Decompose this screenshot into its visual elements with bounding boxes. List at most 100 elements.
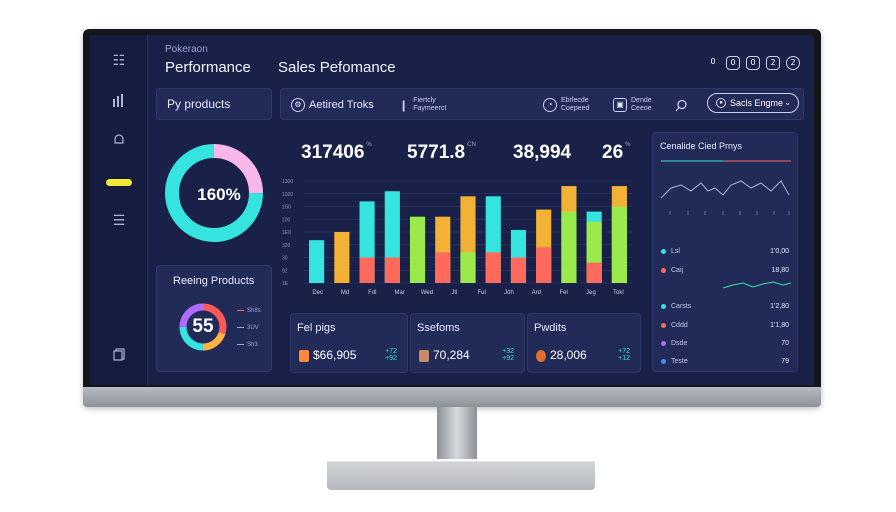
grid-icon[interactable]: ☷ [112,53,126,69]
x-tick-label: Mar [394,290,404,296]
dashboard-icon: ◔ [543,98,557,112]
y-tick-label: 30 [282,256,288,262]
engine-select[interactable]: ● Sacls Engme ⌄ [707,93,799,113]
legend-item: Cddd 1'1,80 [661,322,789,329]
ring-segment [179,303,227,351]
stat-delta: +72 +92 [385,348,397,362]
legend-item: Caij 18,80 [661,267,789,274]
chart-bar [536,247,552,283]
header-button-1[interactable]: 0 [710,57,716,66]
legend-item: Dsde 70 [661,340,789,347]
stat-value: $66,905 [313,348,357,362]
header-actions: 0 0 0 2 2 [706,56,800,70]
document-icon: ❙ [399,98,409,112]
x-tick-label: Jeg [586,290,596,296]
y-tick-label: 1E [282,281,289,287]
stat-title: Fel pigs [297,322,336,334]
sidebar: ☷ ☰ [90,35,148,385]
x-tick-label: Tokl [613,290,624,296]
header-subtitle: Pokeraon [165,44,208,55]
header-button-5[interactable]: 2 [786,56,800,70]
stat-value: 28,006 [550,348,587,362]
products-trend-panel: Cenalide Cied Prnys Lsl 1'0,00 Caij 18,80 … [652,132,798,372]
progress-value: 160% [197,185,241,204]
tab-label: Aetired Troks [309,99,374,111]
search-icon[interactable] [675,89,688,121]
globe-icon: ● [716,98,726,108]
x-tick-label: Jtl [451,290,457,296]
chart-bar [611,206,627,283]
x-tick-label: Ard [532,290,541,296]
x-tick-label: Fdl [368,290,376,296]
legend-item: Lsl 1'0,00 [661,248,789,255]
chevron-down-icon: ⌄ [784,98,791,107]
bar-chart-icon[interactable] [109,93,129,113]
header-button-2[interactable]: 0 [726,56,740,70]
tab-label: Ebrlecde [561,97,589,104]
chart-bar [334,232,350,283]
kpi-value: 26% [602,142,631,163]
tab-label: Dende [631,97,652,104]
stat-title: Pwdits [534,322,567,334]
monitor-chin [83,387,821,407]
header-button-4[interactable]: 2 [766,56,780,70]
stat-title: Ssefoms [417,322,460,334]
trend-axis-ticks [669,211,790,215]
ranking-panel: Reeing Products 55 Sh8s 3UV Sh3 [156,265,272,372]
chart-bar [435,252,451,283]
ranking-value: 55 [192,316,214,337]
package-icon [299,350,309,362]
tab-label: Fiertcly [413,97,436,104]
chart-bar [460,252,476,283]
ranking-legend-item: Sh3 [237,342,258,348]
header-button-3[interactable]: 0 [746,56,760,70]
avatar-icon [419,350,429,362]
x-tick-label: Fel [559,290,567,296]
tab-ebrlecde[interactable]: ◔ Ebrlecde Coepeed [543,89,589,121]
monitor-stand-neck [437,407,477,459]
stat-card[interactable]: Pwdits 28,006 +72 +12 [527,313,641,373]
progress-ring [165,144,263,242]
copy-icon[interactable] [109,347,129,367]
tab-sublabel: Faymeerct [413,105,447,112]
chart-bar [359,257,375,283]
products-button[interactable]: Py products [156,88,272,120]
users-icon [536,350,546,362]
dashboard-screen: ☷ ☰ Pokeraon Performance Sales Pefomance… [90,35,814,385]
ranking-title: Reeing Products [173,275,255,287]
tab-active-tracks[interactable]: ⚙ Aetired Troks [291,89,374,121]
toolbar: ⚙ Aetired Troks ❙ Fiertcly Faymeerct ◔ Eb… [280,88,804,120]
tab-dende[interactable]: ▣ Dende Ceeoe [613,89,652,121]
products-button-label: Py products [167,97,231,111]
chart-bar [384,257,400,283]
active-nav-indicator[interactable] [106,179,132,186]
page-title: Performance [165,59,251,76]
legend-item: Carsts 1'2,80 [661,303,789,310]
y-tick-label: 320 [282,243,291,249]
chart-bar [485,252,501,283]
ring-segment [165,144,263,242]
stat-card[interactable]: Ssefoms 70,284 +32 +92 [410,313,525,373]
settings-icon: ⚙ [291,98,305,112]
select-value: Sacls Engme [730,98,784,108]
chart-bar [510,257,527,283]
tab-sublabel: Coepeed [561,105,590,112]
stat-delta: +72 +12 [618,348,630,362]
chart-bar [409,216,426,283]
ranking-donut [179,303,227,351]
section-title: Sales Pefomance [278,59,396,76]
chart-bar [309,240,325,283]
list-icon[interactable]: ☰ [112,213,126,229]
bell-icon[interactable] [109,133,129,153]
progress-ring-panel: 160% [156,128,272,258]
y-tick-label: 100 [282,217,291,223]
ring-segment [179,303,227,351]
x-tick-label: Md [341,290,349,296]
y-tick-label: 1E0 [282,230,291,236]
tab-payment[interactable]: ❙ Fiertcly Faymeerct [399,89,446,121]
card-icon: ▣ [613,98,627,112]
chart-bar [586,262,602,283]
stat-delta: +32 +92 [502,348,514,362]
ring-segment [179,303,227,351]
stat-card[interactable]: Fel pigs $66,905 +72 +92 [290,313,408,373]
